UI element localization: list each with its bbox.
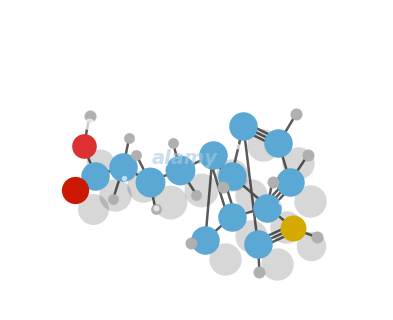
Point	[308, 244, 314, 249]
Point	[274, 261, 281, 266]
Point	[209, 153, 216, 158]
Point	[86, 113, 93, 118]
Point	[51, 78, 58, 83]
Point	[305, 153, 311, 158]
Point	[121, 175, 127, 180]
Point	[293, 112, 299, 117]
Point	[171, 63, 177, 68]
Point	[256, 270, 263, 275]
Point	[126, 135, 132, 140]
Point	[229, 172, 235, 177]
Point	[228, 214, 235, 219]
Point	[92, 173, 99, 178]
Point	[102, 121, 108, 126]
Point	[170, 141, 176, 146]
Point	[240, 123, 246, 128]
Text: alamy - 2M4DK0T: alamy - 2M4DK0T	[150, 301, 243, 311]
Point	[185, 150, 191, 155]
Point	[112, 57, 119, 62]
Point	[4, 48, 11, 53]
Point	[293, 112, 299, 117]
Point	[278, 199, 285, 204]
Point	[305, 153, 311, 158]
Point	[185, 120, 191, 125]
Point	[56, 46, 62, 51]
Point	[152, 207, 159, 212]
Point	[162, 161, 168, 166]
Point	[313, 235, 320, 240]
Point	[152, 205, 159, 211]
Point	[193, 192, 200, 197]
Point	[222, 257, 228, 262]
Point	[81, 144, 87, 149]
Point	[220, 185, 226, 190]
Point	[138, 109, 145, 115]
Point	[275, 141, 282, 146]
Point	[86, 113, 93, 118]
Point	[202, 237, 208, 243]
Point	[94, 103, 101, 108]
Point	[97, 161, 104, 166]
Point	[140, 184, 146, 189]
Point	[110, 196, 116, 202]
Point	[270, 179, 276, 184]
Point	[283, 225, 289, 230]
Point	[234, 144, 241, 149]
Point	[313, 235, 320, 240]
Point	[170, 141, 176, 146]
Point	[112, 98, 119, 103]
Point	[255, 242, 261, 247]
Point	[256, 270, 263, 275]
Point	[147, 179, 153, 184]
Text: alamy: alamy	[152, 148, 218, 168]
Point	[167, 199, 173, 204]
Point	[290, 226, 296, 231]
Point	[110, 196, 116, 202]
Point	[221, 235, 228, 240]
Point	[270, 179, 276, 184]
Point	[94, 37, 100, 42]
Point	[133, 153, 140, 158]
Point	[187, 240, 194, 245]
Point	[126, 135, 132, 140]
Point	[295, 160, 301, 165]
Point	[133, 153, 140, 158]
Point	[139, 126, 145, 131]
Point	[228, 173, 235, 178]
Point	[177, 167, 184, 172]
Point	[264, 205, 270, 211]
Point	[193, 192, 200, 197]
Point	[86, 122, 92, 127]
Point	[258, 76, 264, 82]
Point	[287, 179, 293, 184]
Point	[248, 233, 254, 238]
Point	[259, 143, 266, 148]
Point	[307, 198, 313, 204]
Point	[112, 192, 118, 197]
Point	[152, 207, 159, 212]
Point	[120, 164, 127, 170]
Point	[160, 25, 166, 30]
Point	[197, 188, 204, 193]
Point	[124, 7, 130, 12]
Point	[248, 192, 254, 197]
Point	[148, 89, 154, 94]
Point	[270, 117, 276, 123]
Point	[187, 240, 194, 245]
Point	[90, 206, 97, 211]
Point	[220, 185, 226, 190]
Point	[72, 188, 78, 193]
Point	[25, 58, 31, 63]
Point	[78, 165, 84, 170]
